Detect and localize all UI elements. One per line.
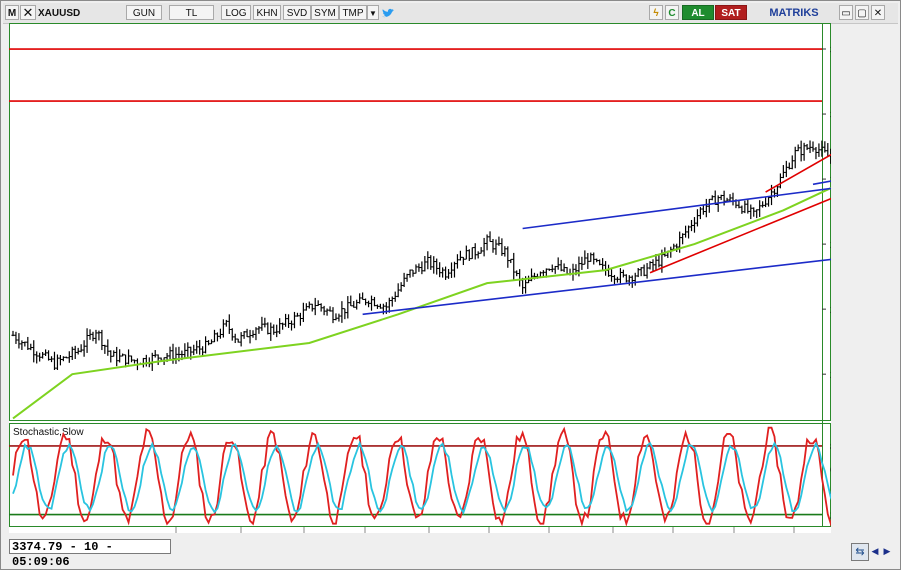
moving-average-line xyxy=(12,186,831,420)
osc-tick-label: 60. xyxy=(830,465,831,476)
close-window-icon[interactable]: ✕ xyxy=(871,5,885,20)
minimize-icon[interactable]: ▭ xyxy=(839,5,853,20)
toolbar: M ✕ XAUUSD GUN TL LOG KHN SVD SYM TMP ▼ … xyxy=(3,3,898,24)
symbol-label[interactable]: XAUUSD xyxy=(38,8,81,19)
refresh-icon[interactable]: C xyxy=(665,5,679,20)
sell-button[interactable]: SAT xyxy=(715,5,747,20)
stochastic-fast-line xyxy=(12,426,831,527)
log-button[interactable]: LOG xyxy=(221,5,251,20)
osc-tick-label: 80. xyxy=(830,442,831,453)
khn-button[interactable]: KHN xyxy=(253,5,281,20)
oscillator-pane-border xyxy=(9,423,831,527)
stochastic-slow-line xyxy=(12,440,831,515)
osc-tick-label: 20. xyxy=(830,511,831,522)
y-tick-label: 2250. xyxy=(830,370,831,381)
brand-logo: MATRIKS xyxy=(769,7,819,19)
y-tick-label: 2750. xyxy=(830,240,831,251)
sync-icon[interactable]: ⇆ xyxy=(851,543,869,561)
dropdown-arrow-icon[interactable]: ▼ xyxy=(367,5,379,20)
matriks-menu-button[interactable]: M xyxy=(5,5,19,20)
y-tick-label: 3500. xyxy=(830,45,831,56)
plot-area: 2250.2500.2750.3000.3250.3500.20.40.60.8… xyxy=(9,23,831,533)
scroll-right-icon[interactable]: ▶ xyxy=(883,546,891,556)
buy-button[interactable]: AL xyxy=(682,5,714,20)
channel-lower-blue-line xyxy=(362,258,831,316)
tmp-button[interactable]: TMP xyxy=(339,5,367,20)
tl-button[interactable]: TL xyxy=(169,5,214,20)
y-tick-label: 3250. xyxy=(830,110,831,121)
trend-red-lower-line xyxy=(649,197,831,274)
main-pane-border xyxy=(9,23,831,421)
price-chart[interactable]: 2250.2500.2750.3000.3250.3500.20.40.60.8… xyxy=(9,23,831,533)
maximize-icon[interactable]: ▢ xyxy=(855,5,869,20)
price-readout: 3374.79 - 10 - 05:09:06 xyxy=(9,539,171,569)
trend-red-upper-line xyxy=(765,153,831,193)
svd-button[interactable]: SVD xyxy=(283,5,311,20)
period-gun-button[interactable]: GUN xyxy=(126,5,162,20)
close-icon[interactable]: ✕ xyxy=(20,5,36,20)
y-tick-label: 2500. xyxy=(830,305,831,316)
indicator-label: Stochastic,Slow xyxy=(13,427,84,438)
sym-button[interactable]: SYM xyxy=(311,5,339,20)
scroll-left-icon[interactable]: ◀ xyxy=(871,546,879,556)
twitter-icon[interactable] xyxy=(380,5,394,20)
status-bar: 3374.79 - 10 - 05:09:06 ⇆ ◀ ▶ xyxy=(1,535,900,569)
channel-upper-blue-line xyxy=(522,187,831,230)
lightning-icon[interactable]: ϟ xyxy=(649,5,663,20)
